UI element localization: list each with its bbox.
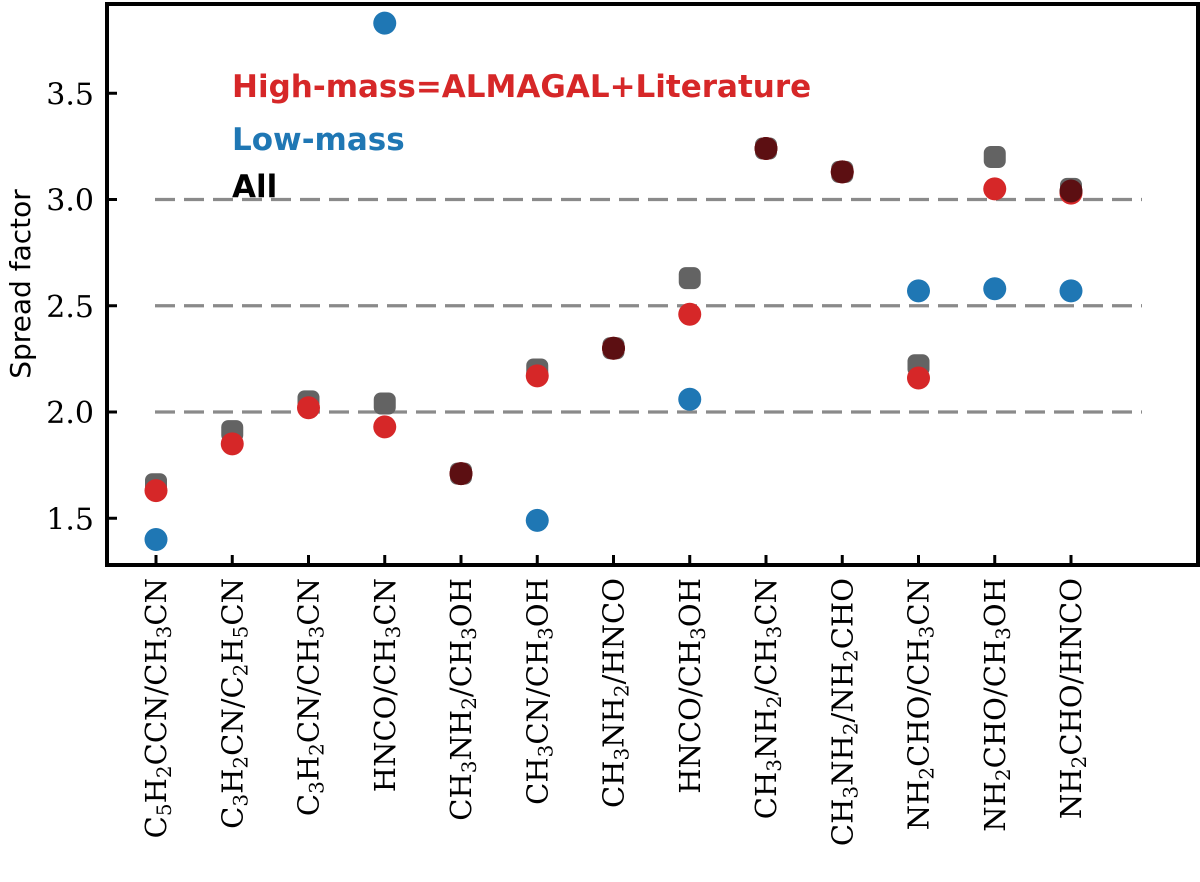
x-tick-label: NH2CHO/CH3CN: [902, 578, 939, 830]
point-all: [373, 392, 396, 415]
x-tick-label: C3H2CN/CH3CN: [292, 578, 329, 816]
point-high-mass-almagal-literature: [373, 415, 397, 439]
y-axis: 1.5 2.0 2.5 3.0 3.5: [46, 77, 117, 537]
point-high-mass-almagal-literature: [678, 302, 702, 326]
point-low-mass: [373, 11, 397, 35]
x-tick-label: NH2CHO/CH3OH: [978, 578, 1015, 832]
y-axis-label: Spread factor: [4, 189, 37, 379]
x-tick-label: C5H2CCN/CH3CN: [139, 578, 176, 838]
x-tick-label: NH2CHO/HNCO: [1054, 578, 1091, 819]
point-low-mass: [983, 277, 1007, 301]
x-tick-label: C3H2CN/C2H5CN: [215, 578, 252, 829]
point-overlap: [830, 160, 854, 184]
point-low-mass: [525, 508, 549, 532]
y-tick-label: 2.5: [46, 290, 94, 325]
point-overlap: [1059, 179, 1083, 203]
y-tick-label: 3.5: [46, 77, 94, 112]
point-all: [678, 267, 701, 290]
x-tick-label: HNCO/CH3OH: [673, 578, 710, 794]
point-overlap: [754, 137, 778, 160]
x-tick-label: CH3NH2/CH3CN: [749, 578, 786, 819]
legend-entry: Low-mass: [232, 122, 405, 158]
x-tick-label: CH3NH2/CH3OH: [444, 578, 481, 821]
reference-lines: [155, 197, 1142, 414]
y-tick-label: 3.0: [46, 184, 94, 219]
y-tick-label: 2.0: [46, 396, 94, 431]
point-high-mass-almagal-literature: [220, 432, 244, 456]
point-all: [983, 146, 1006, 168]
legend-entry: High-mass=ALMAGAL+Literature: [232, 69, 811, 105]
data-points: [144, 11, 1083, 551]
x-tick-label: CH3NH2/NH2CHO: [825, 578, 862, 846]
point-low-mass: [144, 528, 168, 551]
legend-entry: All: [232, 169, 277, 205]
x-tick-label: HNCO/CH3CN: [368, 578, 405, 792]
point-low-mass: [678, 387, 702, 411]
point-low-mass: [907, 279, 930, 303]
plot-frame: [105, 2, 1200, 567]
x-axis: C5H2CCN/CH3CN C3H2CN/C2H5CN C3H2CN/CH3CN HN…: [139, 555, 1091, 846]
y-tick-label: 1.5: [46, 502, 94, 537]
point-overlap: [449, 462, 473, 486]
point-overlap: [602, 336, 625, 360]
legend: High-mass=ALMAGAL+Literature Low-mass All: [232, 69, 811, 205]
point-high-mass-almagal-literature: [907, 366, 930, 390]
point-high-mass-almagal-literature: [525, 364, 549, 388]
point-low-mass: [1059, 279, 1083, 303]
point-high-mass-almagal-literature: [983, 177, 1007, 201]
x-tick-label: CH3NH2/HNCO: [597, 578, 634, 808]
x-tick-label: CH3CN/CH3OH: [520, 578, 557, 805]
point-high-mass-almagal-literature: [144, 479, 168, 503]
point-high-mass-almagal-literature: [297, 396, 320, 420]
